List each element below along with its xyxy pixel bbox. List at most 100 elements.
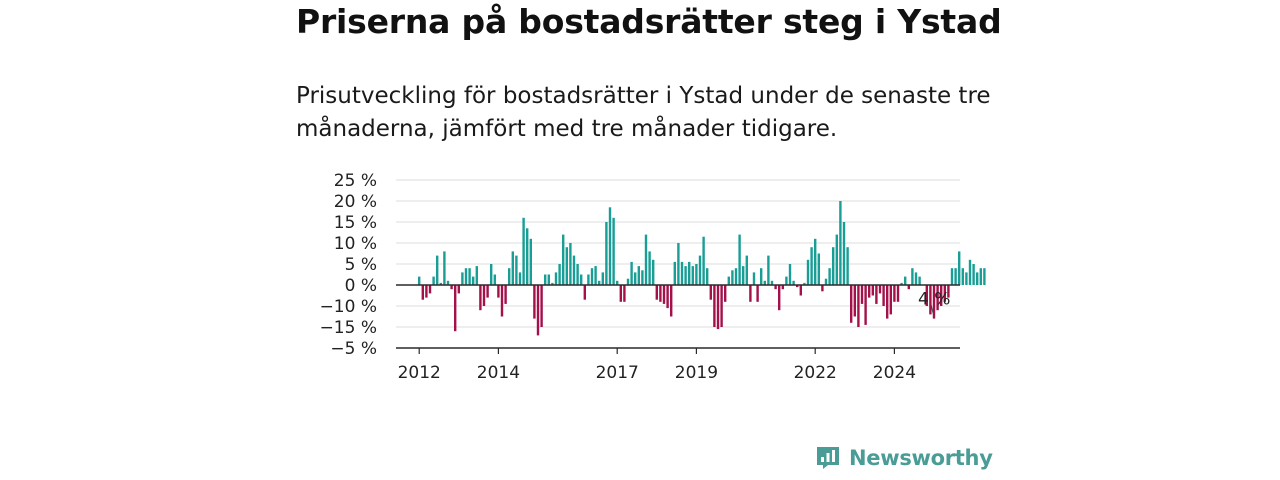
y-tick-label: 20 % [334,192,377,212]
bar [875,285,878,304]
bar [950,268,954,285]
bar [817,253,820,285]
bar [500,285,504,317]
bar [421,285,424,300]
bar [616,280,619,285]
bar [446,280,450,285]
bar [695,264,698,285]
bar [785,276,788,285]
bar [515,255,518,285]
bar [756,285,759,302]
bar [472,276,475,285]
bar [972,264,975,285]
bar [954,268,957,285]
bar [781,285,784,290]
newsworthy-logo-text: Newsworthy [849,446,993,470]
bar [486,285,489,298]
bar [760,268,763,285]
bar [432,276,435,285]
bar [832,247,835,285]
bar [846,247,849,285]
bar [479,285,482,311]
bar [904,276,907,285]
bar [853,285,856,317]
bar [774,285,777,290]
bar [857,285,860,327]
bar [580,274,583,285]
bar [637,266,640,285]
bar [691,266,694,285]
bar [626,278,630,285]
bar [601,272,604,285]
bar [882,285,885,306]
bar [587,274,590,285]
bar [713,285,716,327]
bar [652,259,655,285]
bar [554,272,558,285]
bar [763,280,766,285]
bar [677,243,680,285]
bar [641,270,644,285]
bar [835,234,838,285]
y-tick-label: 5 % [345,255,377,275]
bar [666,285,669,309]
bar [907,285,910,290]
bar [821,285,824,292]
bar [464,268,468,285]
bar [425,285,428,298]
bar [526,228,529,285]
bar [968,259,972,285]
bar [770,280,774,285]
bar [688,261,691,285]
x-tick-label: 2012 [398,363,441,383]
bar [648,251,651,285]
bar [958,251,961,285]
bar [767,255,770,285]
bar [745,255,748,285]
newsworthy-logo: Newsworthy [815,446,993,470]
bar [670,285,673,317]
bar [673,261,676,285]
bar [947,285,950,298]
y-tick-label: 25 % [334,171,377,191]
bar [979,268,982,285]
x-tick-label: 2017 [596,363,639,383]
bar [911,268,914,285]
bar [634,272,637,285]
bar [619,285,622,302]
bar [468,268,471,285]
bar [443,251,446,285]
bar [734,268,738,285]
bar [731,270,734,285]
bar [936,285,939,311]
bar [547,274,550,285]
bar [457,285,460,294]
bar [878,285,882,294]
chart-title: Priserna på bostadsrätter steg i Ystad [296,2,1002,41]
bar [932,285,936,319]
y-axis-ticks: 25 %20 %15 %10 %5 %0 %−10 %−15 %−5 % [320,171,377,359]
bar [644,234,648,285]
bar [724,285,727,302]
y-tick-label: −15 % [320,318,377,338]
bar [810,247,813,285]
bar [900,282,903,285]
bar [796,285,799,288]
bar-chart: 25 %20 %15 %10 %5 %0 %−10 %−15 %−5 % 201… [320,171,986,383]
bar [662,285,666,304]
axes [396,284,960,349]
bar [918,276,921,285]
bar [925,285,928,306]
bar [630,261,633,285]
bar [860,285,864,304]
bar [976,272,979,285]
bar [871,285,874,296]
bar [605,222,608,285]
bar [799,285,802,296]
bar [544,274,547,285]
bar [738,234,741,285]
bar [490,264,493,285]
bar [482,285,486,306]
bar [749,285,752,302]
bar [983,268,986,285]
